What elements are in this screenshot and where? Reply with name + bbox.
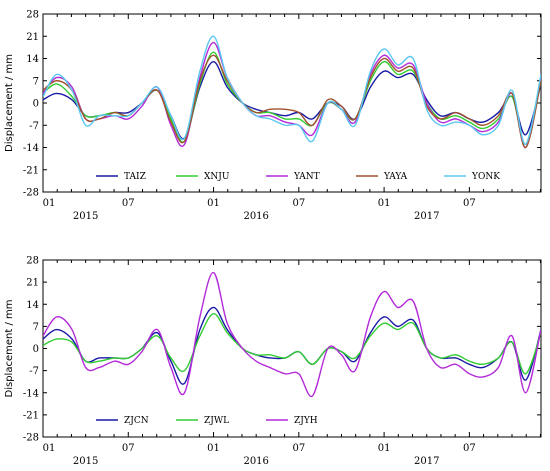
y-tick-label: 21: [26, 32, 39, 43]
y-tick-label: -14: [23, 388, 39, 399]
y-tick-label: -28: [23, 433, 39, 444]
x-year-label: 2015: [73, 456, 98, 467]
x-month-label: 01: [378, 443, 391, 454]
legend-label-taiz: TAIZ: [124, 172, 146, 182]
legend-label-zjyh: ZJYH: [294, 416, 318, 426]
x-year-label: 2015: [73, 211, 98, 222]
y-axis-label: Displacement / mm: [4, 54, 15, 152]
legend-label-xnju: XNJU: [204, 172, 230, 182]
series-line-yant: [43, 41, 541, 149]
x-year-label: 2016: [243, 456, 268, 467]
y-tick-label: 7: [33, 76, 39, 87]
y-tick-label: 21: [26, 278, 39, 289]
x-month-label: 01: [207, 198, 220, 209]
x-month-label: 01: [43, 443, 56, 454]
legend-label-yaya: YAYA: [383, 172, 408, 182]
y-tick-label: 14: [26, 54, 39, 65]
y-tick-label: -21: [23, 410, 39, 421]
series-line-yaya: [43, 54, 541, 149]
x-month-label: 01: [207, 443, 220, 454]
y-tick-label: 0: [33, 99, 39, 110]
x-month-label: 07: [122, 443, 135, 454]
y-tick-label: 28: [26, 10, 39, 21]
series-line-xnju: [43, 51, 541, 146]
x-month-label: 01: [378, 198, 391, 209]
legend-label-yonk: YONK: [471, 172, 500, 182]
chart-panel-1: 28 21 14 7 0 -7 -14 -21 -28 Displacement / mm 01 07…: [4, 10, 542, 222]
legend-label-yant: YANT: [293, 172, 320, 182]
y-tick-label: 14: [26, 300, 39, 311]
y-tick-label: -7: [29, 366, 39, 377]
x-month-label: 01: [43, 198, 56, 209]
y-tick-label: 7: [33, 322, 39, 333]
y-tick-label: -7: [29, 121, 39, 132]
y-tick-label: 28: [26, 256, 39, 267]
plot-frame: [42, 259, 542, 438]
legend-label-zjcn: ZJCN: [124, 416, 149, 426]
y-tick-label: -14: [23, 143, 39, 154]
plot-frame: [42, 13, 542, 193]
legend-label-zjwl: ZJWL: [204, 416, 229, 426]
y-tick-label: -28: [23, 188, 39, 199]
series-line-taiz: [43, 60, 541, 140]
x-month-label: 07: [463, 198, 476, 209]
x-month-label: 07: [463, 443, 476, 454]
series-line-yonk: [43, 35, 541, 146]
series-line-zjwl: [43, 313, 541, 375]
x-year-label: 2017: [414, 211, 439, 222]
x-year-label: 2016: [243, 211, 268, 222]
x-month-label: 07: [292, 198, 305, 209]
y-tick-label: -21: [23, 165, 39, 176]
y-axis-label: Displacement / mm: [4, 300, 15, 398]
x-year-label: 2017: [414, 456, 439, 467]
chart-panel-2: 28 21 14 7 0 -7 -14 -21 -28 Displacement / mm 01 07…: [4, 256, 542, 467]
series-line-zjyh: [43, 271, 541, 398]
y-tick-label: 0: [33, 344, 39, 355]
x-month-label: 07: [122, 198, 135, 209]
x-month-label: 07: [292, 443, 305, 454]
